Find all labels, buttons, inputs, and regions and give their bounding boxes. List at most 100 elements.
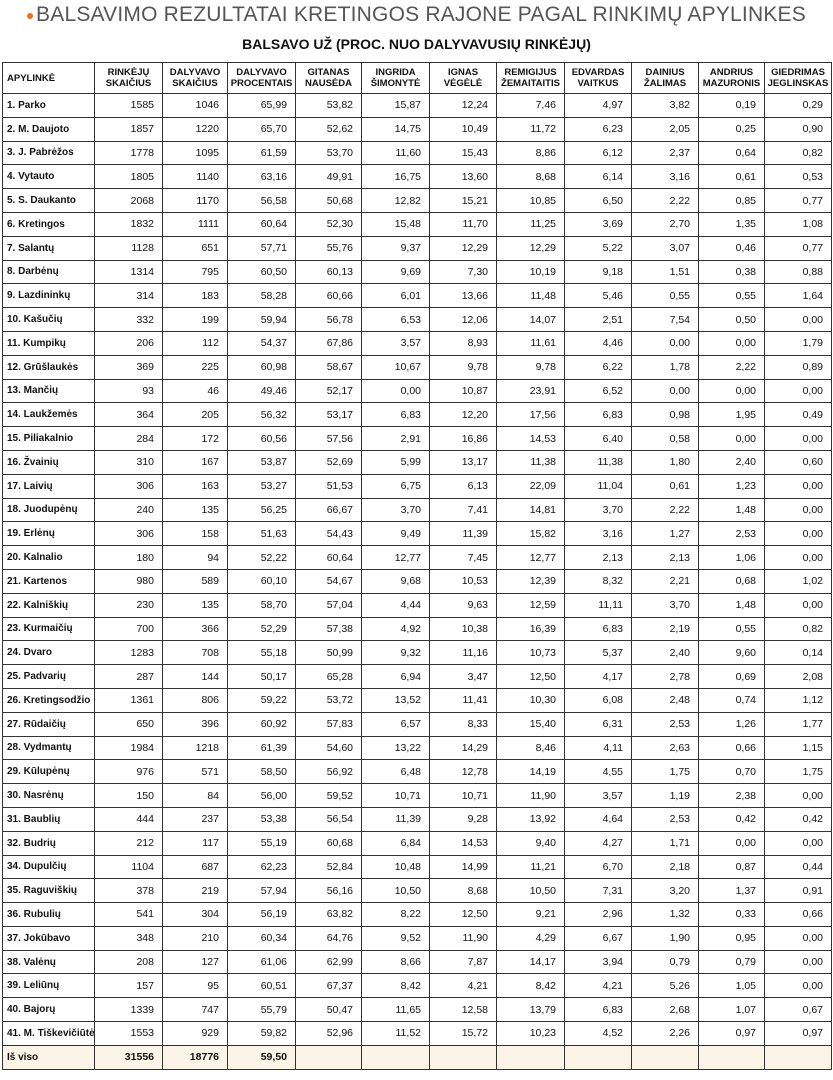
district-name: 14. Laukžemės: [2, 402, 95, 428]
cell: 4,27: [564, 830, 632, 856]
district-name: 32. Budrių: [2, 830, 95, 856]
cell: 11,65: [361, 997, 430, 1023]
total-cell: [429, 1044, 497, 1070]
cell: 12,78: [429, 759, 497, 785]
cell: 332: [94, 307, 163, 332]
cell: 2,13: [564, 545, 632, 570]
cell: 54,67: [295, 568, 362, 594]
cell: 11,61: [496, 330, 565, 356]
cell: 11,38: [496, 449, 565, 475]
cell: 230: [94, 592, 163, 618]
cell: 2,48: [631, 687, 699, 713]
cell: 0,98: [631, 402, 699, 428]
cell: 53,72: [295, 687, 362, 713]
cell: 3,47: [429, 664, 497, 689]
cell: 60,51: [227, 973, 296, 999]
cell: 8,42: [496, 973, 565, 999]
cell: 3,69: [564, 211, 632, 237]
cell: 9,18: [564, 259, 632, 285]
cell: 0,00: [764, 925, 832, 951]
cell: 3,82: [631, 93, 699, 118]
cell: 14,17: [496, 949, 565, 975]
cell: 12,06: [429, 307, 497, 332]
cell: 1128: [94, 235, 163, 261]
cell: 6,13: [429, 473, 497, 499]
cell: 12,82: [361, 188, 430, 213]
header-line: DALYVAVO: [236, 67, 287, 78]
cell: 8,86: [496, 140, 565, 166]
header-line: RINKĖJŲ: [107, 67, 150, 78]
district-name: 38. Valėnų: [2, 949, 95, 975]
cell: 3,07: [631, 235, 699, 261]
cell: 3,94: [564, 949, 632, 975]
district-name: 4. Vytauto: [2, 164, 95, 190]
cell: 1,32: [631, 902, 699, 927]
data-row: 13. Mančių 93 46 49,46 52,17 0,00 10,87 23,91 6,…: [2, 378, 832, 404]
cell: 306: [94, 521, 163, 547]
cell: 5,37: [564, 640, 632, 666]
district-name: 12. Grūšlaukės: [2, 354, 95, 380]
cell: 700: [94, 616, 163, 642]
cell: 10,23: [496, 1021, 565, 1046]
cell: 1,95: [698, 402, 765, 428]
cell: 50,68: [295, 188, 362, 213]
cell: 11,48: [496, 283, 565, 309]
district-name: 28. Vydmantų: [2, 735, 95, 761]
cell: 8,42: [361, 973, 430, 999]
cell: 1,75: [631, 759, 699, 785]
data-row: 8. Darbėnų 1314 795 60,50 60,13 9,69 7,30 10,19…: [2, 259, 832, 285]
data-row: 23. Kurmaičių 700 366 52,29 57,38 4,92 10,38 16…: [2, 616, 832, 642]
cell: 56,58: [227, 188, 296, 213]
cell: 0,00: [764, 426, 832, 451]
cell: 62,23: [227, 854, 296, 880]
column-header: EDVARDAS VAITKUS: [564, 62, 632, 94]
cell: 4,29: [496, 925, 565, 951]
cell: 571: [162, 759, 228, 785]
cell: 0,60: [764, 449, 832, 475]
cell: 60,66: [295, 283, 362, 309]
cell: 0,66: [698, 735, 765, 761]
cell: 10,49: [429, 116, 497, 142]
cell: 10,87: [429, 378, 497, 404]
district-name: 27. Rūdaičių: [2, 711, 95, 737]
cell: 163: [162, 473, 228, 499]
cell: 206: [94, 330, 163, 356]
cell: 65,70: [227, 116, 296, 142]
cell: 51,63: [227, 521, 296, 547]
district-name: 9. Lazdininkų: [2, 283, 95, 309]
column-header: ANDRIUS MAZURONIS: [698, 62, 765, 94]
cell: 2,19: [631, 616, 699, 642]
cell: 8,46: [496, 735, 565, 761]
cell: 2,51: [564, 307, 632, 332]
cell: 112: [162, 330, 228, 356]
cell: 1,35: [698, 211, 765, 237]
data-row: 12. Grūšlaukės 369 225 60,98 58,67 10,67 9,78 9…: [2, 354, 832, 380]
data-row: 37. Jokūbavo 348 210 60,34 64,76 9,52 11,90 4,2…: [2, 925, 832, 951]
cell: 93: [94, 378, 163, 404]
table-body: 1. Parko 1585 1046 65,99 53,82 15,87 12,24 7,46…: [2, 93, 832, 1070]
cell: 1,06: [698, 545, 765, 570]
cell: 52,84: [295, 854, 362, 880]
cell: 364: [94, 402, 163, 428]
cell: 13,92: [496, 806, 565, 832]
cell: 8,68: [429, 878, 497, 904]
cell: 1,05: [698, 973, 765, 999]
header-line: ANDRIUS: [709, 67, 754, 78]
cell: 1,80: [631, 449, 699, 475]
cell: 219: [162, 878, 228, 904]
cell: 11,52: [361, 1021, 430, 1046]
cell: 61,06: [227, 949, 296, 975]
cell: 4,97: [564, 93, 632, 118]
cell: 0,00: [764, 783, 832, 808]
data-row: 14. Laukžemės 364 205 56,32 53,17 6,83 12,20 17…: [2, 402, 832, 428]
district-name: 23. Kurmaičių: [2, 616, 95, 642]
cell: 2,53: [631, 711, 699, 737]
header-line: SKAIČIUS: [172, 78, 218, 89]
data-row: 38. Valėnų 208 127 61,06 62,99 8,66 7,87 14,17 3…: [2, 949, 832, 975]
cell: 1,26: [698, 711, 765, 737]
cell: 310: [94, 449, 163, 475]
cell: 0,00: [698, 426, 765, 451]
district-name: 5. S. Daukanto: [2, 188, 95, 213]
data-row: 17. Laivių 306 163 53,27 51,53 6,75 6,13 22,09 1…: [2, 473, 832, 499]
cell: 0,82: [764, 140, 832, 166]
